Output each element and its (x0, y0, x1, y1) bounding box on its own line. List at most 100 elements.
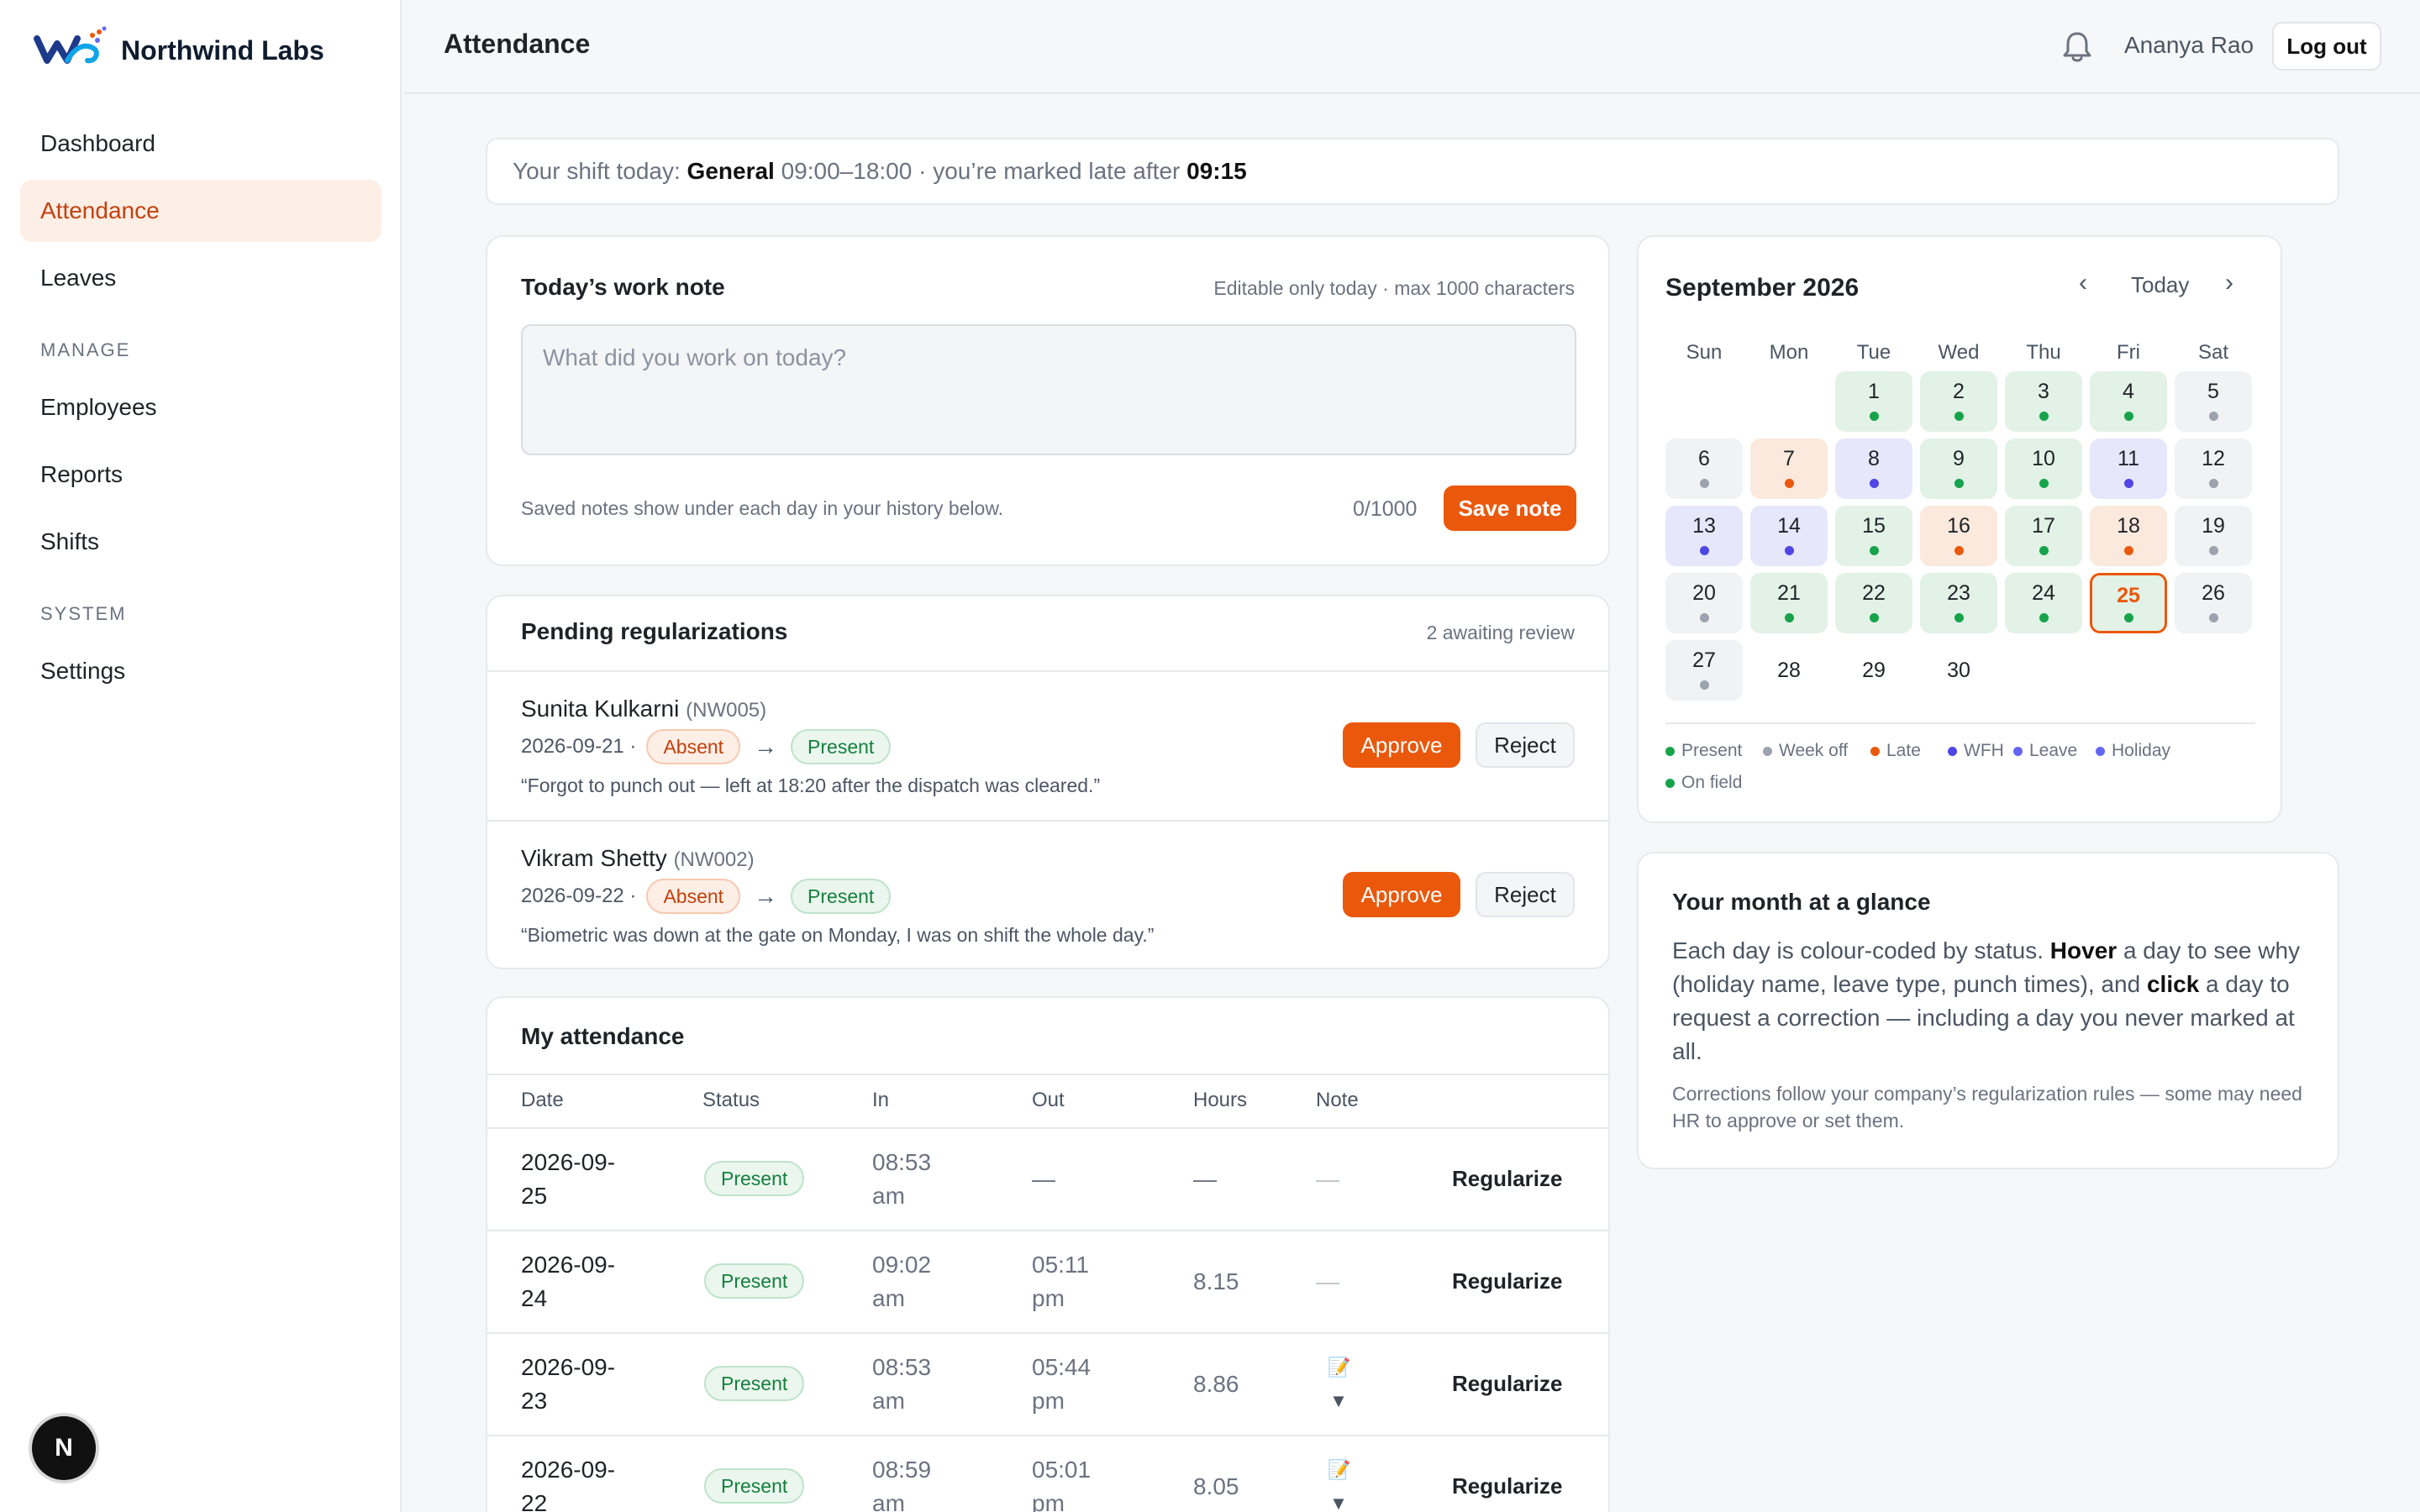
legend-item: WFH (1948, 741, 2004, 761)
hours-cell: 8.86 (1193, 1371, 1239, 1397)
reject-button[interactable]: Reject (1476, 722, 1575, 768)
regularize-button[interactable]: Regularize (1452, 1371, 1563, 1396)
date-cell: 2026-09- 22 (521, 1457, 616, 1512)
sidebar-item-employees[interactable]: Employees (40, 394, 157, 420)
calendar-day[interactable]: 18 (2090, 506, 2167, 566)
calendar-day[interactable]: 7 (1750, 438, 1828, 499)
work-note-hint: Editable only today · max 1000 character… (1213, 277, 1575, 299)
pending-employee: Sunita Kulkarni (NW005) (521, 696, 766, 722)
user-name[interactable]: Ananya Rao (2124, 32, 2254, 58)
day-number: 13 (1692, 514, 1716, 538)
calendar-day[interactable]: 20 (1665, 573, 1743, 633)
sidebar-item-shifts[interactable]: Shifts (40, 528, 100, 554)
status-dot (2209, 546, 2218, 555)
calendar-day[interactable]: 11 (2090, 438, 2167, 499)
legend-label: Present (1681, 741, 1743, 760)
date-cell: 2026-09- 24 (521, 1252, 616, 1311)
status-dot (2124, 613, 2133, 622)
calendar-day[interactable]: 3 (2005, 371, 2082, 432)
column-header-date: Date (521, 1089, 564, 1111)
day-number: 10 (2032, 447, 2055, 470)
out-cell: 05:01 pm (1032, 1457, 1092, 1512)
approve-button[interactable]: Approve (1343, 872, 1460, 917)
calendar-day[interactable]: 12 (2175, 438, 2252, 499)
calendar-day[interactable]: 28 (1750, 640, 1828, 701)
calendar-day[interactable]: 21 (1750, 573, 1828, 633)
brand-name: Northwind Labs (121, 34, 324, 66)
pending-reason: “Forgot to punch out — left at 18:20 aft… (521, 774, 1101, 796)
legend-item: On field (1665, 773, 1742, 793)
calendar-day[interactable]: 6 (1665, 438, 1743, 499)
legend-dot (1665, 746, 1675, 756)
sidebar-item-settings[interactable]: Settings (40, 658, 126, 684)
calendar-day[interactable]: 14 (1750, 506, 1828, 566)
calendar-prev-button[interactable]: ‹ (2079, 269, 2087, 297)
day-number: 25 (2117, 584, 2140, 607)
sidebar-item-attendance[interactable]: Attendance (20, 180, 381, 242)
hours-cell: 8.05 (1193, 1473, 1239, 1499)
calendar-day[interactable]: 17 (2005, 506, 2082, 566)
calendar-next-button[interactable]: › (2225, 269, 2233, 297)
calendar-day[interactable]: 15 (1835, 506, 1912, 566)
day-number: 16 (1947, 514, 1970, 538)
status-dot (1785, 546, 1794, 555)
calendar-day[interactable]: 30 (1920, 640, 1997, 701)
calendar-day[interactable]: 2 (1920, 371, 1997, 432)
calendar-day[interactable]: 13 (1665, 506, 1743, 566)
day-number: 21 (1777, 581, 1801, 605)
calendar-day[interactable]: 23 (1920, 573, 1997, 633)
sidebar-item-reports[interactable]: Reports (40, 461, 124, 487)
calendar-day[interactable]: 22 (1835, 573, 1912, 633)
sidebar-item-leaves[interactable]: Leaves (40, 265, 117, 291)
save-note-button[interactable]: Save note (1444, 486, 1576, 531)
note-toggle-icon[interactable]: 📝▼ (1328, 1453, 1350, 1512)
day-number: 17 (2032, 514, 2055, 538)
dev-badge[interactable]: N (32, 1416, 96, 1480)
legend-dot (2013, 746, 2023, 756)
employee-name: Sunita Kulkarni (521, 696, 680, 722)
employee-name: Vikram Shetty (521, 845, 667, 871)
status-dot (1870, 613, 1879, 622)
calendar-day[interactable]: 8 (1835, 438, 1912, 499)
calendar-day[interactable]: 4 (2090, 371, 2167, 432)
status-dot (1700, 546, 1709, 555)
work-note-input[interactable]: What did you work on today? (521, 324, 1576, 455)
calendar-day[interactable]: 24 (2005, 573, 2082, 633)
regularize-button[interactable]: Regularize (1452, 1268, 1563, 1294)
day-number: 7 (1783, 447, 1795, 470)
note-toggle-icon[interactable]: 📝▼ (1328, 1351, 1350, 1418)
status-dot (1785, 479, 1794, 488)
status-dot (2209, 412, 2218, 421)
logout-button[interactable]: Log out (2272, 22, 2381, 71)
regularize-button[interactable]: Regularize (1452, 1473, 1563, 1499)
status-dot (1954, 613, 1964, 622)
column-header-status: Status (702, 1089, 760, 1111)
calendar-day[interactable]: 5 (2175, 371, 2252, 432)
calendar-day[interactable]: 29 (1835, 640, 1912, 701)
sidebar-item-dashboard[interactable]: Dashboard (40, 130, 155, 156)
calendar-day[interactable]: 9 (1920, 438, 1997, 499)
in-cell: 08:53 am (872, 1149, 932, 1209)
approve-button[interactable]: Approve (1343, 722, 1460, 768)
status-dot (2039, 412, 2049, 421)
to-status-badge: Present (791, 729, 892, 764)
calendar-day[interactable]: 1 (1835, 371, 1912, 432)
status-dot (1870, 412, 1879, 421)
regularize-button[interactable]: Regularize (1452, 1166, 1563, 1191)
brand[interactable]: Northwind Labs (34, 24, 324, 77)
calendar-day[interactable]: 10 (2005, 438, 2082, 499)
legend-label: On field (1681, 773, 1743, 792)
reject-button[interactable]: Reject (1476, 872, 1575, 917)
out-cell: 05:11 pm (1032, 1252, 1089, 1311)
day-number: 1 (1868, 380, 1880, 403)
glance-footnote: Corrections follow your company’s regula… (1672, 1083, 2302, 1131)
bell-icon[interactable] (2062, 30, 2092, 64)
calendar-day[interactable]: 16 (1920, 506, 1997, 566)
calendar-day[interactable]: 27 (1665, 640, 1743, 701)
calendar-day[interactable]: 26 (2175, 573, 2252, 633)
legend-dot (1870, 746, 1880, 756)
calendar-day-today[interactable]: 25 (2090, 573, 2167, 633)
legend-item: Week off (1763, 741, 1848, 761)
calendar-today-button[interactable]: Today (2131, 272, 2190, 297)
calendar-day[interactable]: 19 (2175, 506, 2252, 566)
